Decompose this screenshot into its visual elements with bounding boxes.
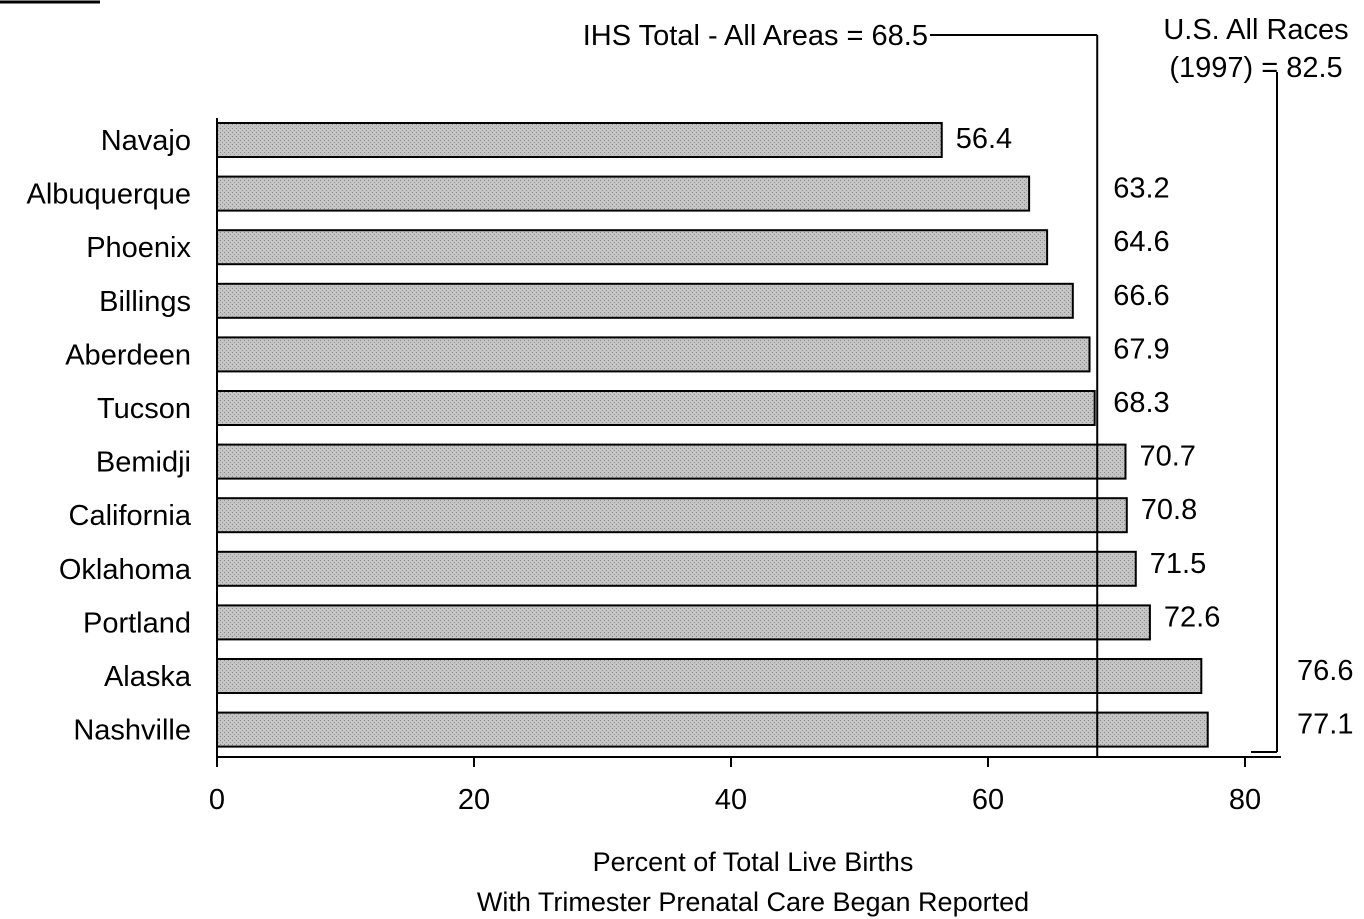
- x-tick-label: 0: [209, 784, 225, 816]
- value-label: 56.4: [956, 123, 1012, 155]
- category-label: Portland: [83, 607, 191, 639]
- bar-phoenix: [216, 229, 1049, 266]
- category-label: Tucson: [97, 393, 191, 425]
- value-label: 63.2: [1113, 173, 1169, 205]
- bar-portland: [216, 604, 1151, 641]
- bar-oklahoma: [216, 550, 1137, 587]
- value-label: 64.6: [1113, 226, 1169, 258]
- value-label: 76.6: [1297, 655, 1353, 687]
- ihs-total-label: IHS Total - All Areas = 68.5: [583, 20, 928, 52]
- x-tick-label: 60: [972, 784, 1004, 816]
- bar-albuquerque: [216, 175, 1031, 212]
- value-label: 66.6: [1113, 280, 1169, 312]
- bar-california: [216, 497, 1128, 534]
- bar-billings: [216, 282, 1074, 319]
- value-label: 70.7: [1139, 441, 1195, 473]
- category-label: Albuquerque: [27, 179, 191, 211]
- category-label: Bemidji: [96, 447, 191, 479]
- category-label: Navajo: [101, 125, 191, 157]
- bar-navajo: [216, 122, 943, 158]
- bar-alaska: [216, 658, 1203, 694]
- value-label: 77.1: [1297, 709, 1353, 741]
- category-label: Alaska: [104, 661, 192, 693]
- category-label: Billings: [99, 286, 191, 318]
- bar-bemidji: [216, 443, 1127, 480]
- value-label: 68.3: [1113, 387, 1169, 419]
- bar-tucson: [216, 390, 1096, 426]
- category-label: Nashville: [73, 715, 191, 747]
- value-label: 72.6: [1164, 601, 1220, 633]
- value-label: 70.8: [1141, 494, 1197, 526]
- x-tick-label: 80: [1229, 784, 1261, 816]
- x-tick-label: 20: [458, 784, 490, 816]
- x-tick-label: 40: [715, 784, 747, 816]
- x-axis-label: Percent of Total Live Births: [593, 847, 914, 877]
- us-all-races-label: (1997) = 82.5: [1169, 52, 1342, 84]
- x-axis-label: With Trimester Prenatal Care Began Repor…: [477, 887, 1029, 917]
- category-label: California: [69, 500, 192, 532]
- value-label: 67.9: [1113, 333, 1169, 365]
- category-label: Aberdeen: [65, 339, 191, 371]
- us-all-races-label: U.S. All Races: [1163, 14, 1348, 46]
- category-label: Phoenix: [86, 232, 191, 264]
- bar-nashville: [216, 711, 1209, 748]
- bar-aberdeen: [216, 336, 1091, 373]
- category-label: Oklahoma: [59, 554, 192, 586]
- value-label: 71.5: [1150, 548, 1206, 580]
